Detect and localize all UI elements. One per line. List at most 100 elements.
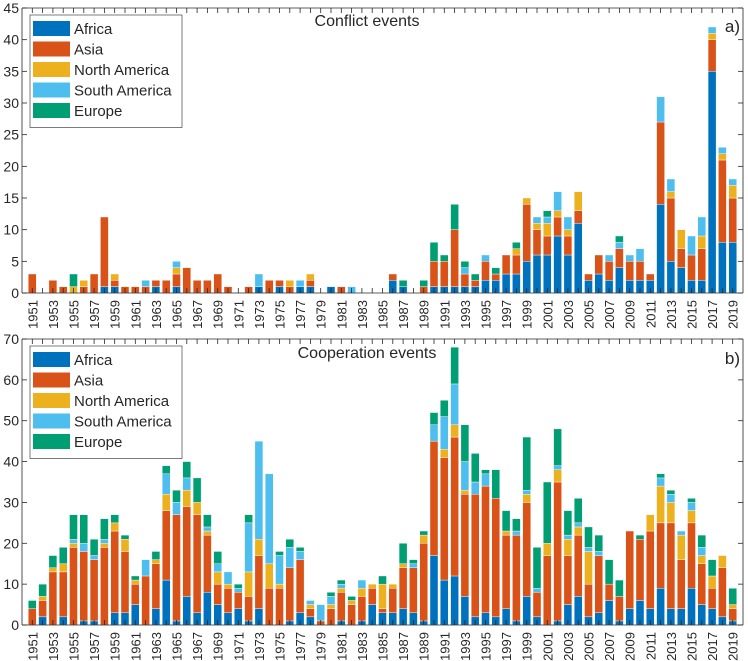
conflict-bar-segment-north-america-1965 [172,267,181,275]
cooperation-bar-segment-north-america-2016 [697,555,706,564]
cooperation-bar-segment-south-america-2004 [574,522,583,528]
cooperation-bar-1977 [295,547,305,626]
cooperation-legend-swatch-south-america [33,413,70,429]
cooperation-x-tick-label: 1957 [87,632,102,661]
conflict-bar-segment-asia-2004 [574,210,583,224]
conflict-bar-segment-asia-2012 [656,121,665,205]
conflict-x-tick-label: 1997 [499,300,514,329]
cooperation-bar-segment-europe-2008 [615,579,624,597]
cooperation-bars [28,346,737,626]
conflict-x-tick-label: 1973 [252,300,267,329]
cooperation-bar-2019 [728,588,737,626]
conflict-legend: Africa Asia North America South America Euro… [29,14,183,128]
cooperation-bar-segment-south-america-2014 [677,530,686,536]
cooperation-bar-2012 [656,473,665,626]
cooperation-bar-segment-europe-2013 [666,489,676,495]
cooperation-bar-1996 [491,469,500,626]
conflict-bar-segment-south-america-2002 [553,191,562,211]
conflict-bar-2017 [707,26,717,294]
cooperation-bar-segment-south-america-2002 [553,465,562,470]
conflict-bar-segment-asia-2015 [687,254,696,281]
cooperation-bar-segment-north-america-1986 [388,583,397,589]
cooperation-bar-segment-south-america-2013 [666,494,676,503]
cooperation-bar-segment-africa-2015 [687,588,696,626]
cooperation-bar-segment-europe-2000 [532,547,542,589]
cooperation-bar-segment-south-america-1971 [234,588,243,593]
cooperation-x-tick-label: 1965 [170,632,185,661]
cooperation-bar-1997 [501,510,511,626]
cooperation-bar-segment-north-america-2003 [563,539,573,556]
cooperation-legend-swatch-africa [33,352,70,367]
cooperation-y-tick-label: 10 [3,576,19,592]
cooperation-bar-segment-europe-1993 [460,424,470,462]
cooperation-bar-segment-europe-1961 [131,575,140,581]
cooperation-bar-2005 [584,526,593,626]
cooperation-bar-segment-asia-1974 [265,588,274,626]
conflict-legend-label-south-america: South America [74,83,172,100]
conflict-bar-2018 [718,147,727,294]
conflict-bar-segment-asia-2013 [666,197,676,262]
cooperation-bar-segment-asia-1978 [306,608,315,618]
conflict-legend-swatch-europe [33,103,70,118]
cooperation-bar-2004 [574,498,583,626]
cooperation-bar-segment-europe-1968 [203,514,212,528]
cooperation-bar-segment-north-america-1980 [326,604,336,609]
cooperation-bar-segment-asia-1954 [59,571,68,618]
cooperation-bar-segment-asia-1972 [244,596,253,622]
cooperation-bar-segment-asia-2003 [563,555,573,605]
cooperation-bar-segment-south-america-2003 [563,534,573,540]
cooperation-x-tick-label: 1995 [479,632,494,661]
cooperation-bar-segment-asia-2000 [532,592,542,618]
cooperation-bar-segment-south-america-2005 [584,547,593,552]
cooperation-bar-segment-europe-1975 [275,551,284,556]
conflict-bar-segment-north-america-2019 [728,185,737,199]
cooperation-bar-segment-asia-1957 [89,559,99,622]
cooperation-x-tick-label: 2005 [582,632,597,661]
cooperation-bar-segment-europe-1953 [48,555,58,568]
conflict-chart-title: Conflict events [315,13,420,30]
conflict-bar-segment-europe-2001 [543,210,552,218]
cooperation-bar-2015 [687,498,696,626]
conflict-bar-segment-asia-2017 [707,39,717,72]
conflict-bar-2019 [728,178,737,294]
cooperation-bar-segment-asia-1985 [378,608,387,613]
cooperation-legend-label-south-america: South America [74,414,172,431]
cooperation-bar-segment-north-america-2004 [574,526,583,536]
cooperation-bar-segment-asia-2004 [574,534,583,597]
cooperation-bar-segment-north-america-1978 [306,604,315,609]
cooperation-bar-segment-asia-2016 [697,563,706,605]
cooperation-legend-item-europe: Europe [33,434,122,451]
conflict-bar-segment-asia-1990 [429,261,439,287]
cooperation-bar-2013 [666,489,676,626]
cooperation-bar-2016 [697,534,706,626]
cooperation-bar-1990 [429,412,439,626]
conflict-bar-segment-europe-1989 [419,280,428,287]
conflict-bar-segment-north-america-1959 [110,273,119,281]
cooperation-bar-segment-europe-1958 [100,518,109,540]
cooperation-x-tick-label: 1989 [417,632,432,661]
cooperation-bar-segment-europe-1980 [326,592,336,597]
cooperation-bar-segment-europe-2010 [635,534,645,540]
cooperation-bar-1991 [440,400,449,626]
cooperation-bar-segment-north-america-1955 [69,543,78,548]
cooperation-bar-1955 [69,514,78,626]
conflict-bar-1997 [501,254,511,294]
cooperation-bar-segment-south-america-1995 [481,473,490,487]
cooperation-bar-segment-asia-1989 [419,543,428,622]
cooperation-bar-segment-south-america-1964 [161,473,171,495]
conflict-bar-segment-north-america-2004 [574,191,583,211]
conflict-x-tick-label: 2001 [540,300,555,329]
cooperation-bar-segment-north-america-1991 [440,449,449,458]
cooperation-bar-1980 [326,592,336,626]
conflict-bar-segment-south-america-2009 [625,254,634,262]
cooperation-x-tick-label: 2017 [705,632,720,661]
conflict-bar-segment-asia-2005 [584,273,593,281]
cooperation-bar-segment-north-america-1973 [254,539,264,556]
cooperation-bar-1975 [275,551,284,626]
cooperation-x-tick-label: 2003 [561,632,576,661]
conflict-bar-segment-north-america-2017 [707,33,717,40]
cooperation-bar-segment-south-america-1972 [244,522,253,573]
conflict-bar-segment-north-america-1998 [512,248,521,256]
cooperation-x-tick-label: 2011 [643,632,658,660]
cooperation-bar-1961 [131,575,140,626]
